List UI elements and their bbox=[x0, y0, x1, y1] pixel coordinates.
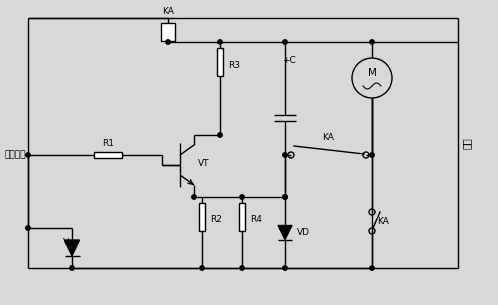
Circle shape bbox=[70, 266, 74, 270]
Polygon shape bbox=[278, 225, 292, 239]
Circle shape bbox=[200, 266, 204, 270]
Circle shape bbox=[26, 153, 30, 157]
Bar bbox=[199, 203, 205, 231]
Text: VT: VT bbox=[198, 159, 210, 167]
Text: KA: KA bbox=[323, 133, 335, 142]
Bar bbox=[239, 203, 245, 231]
Circle shape bbox=[283, 266, 287, 270]
Circle shape bbox=[240, 195, 244, 199]
Text: R3: R3 bbox=[228, 62, 240, 70]
Text: R1: R1 bbox=[102, 139, 114, 148]
Text: 电源: 电源 bbox=[462, 137, 472, 149]
Text: 控制信号: 控制信号 bbox=[4, 150, 26, 160]
Circle shape bbox=[370, 153, 374, 157]
Circle shape bbox=[192, 195, 196, 199]
Bar bbox=[94, 152, 122, 158]
Text: KA: KA bbox=[377, 217, 389, 226]
Circle shape bbox=[218, 40, 222, 44]
Circle shape bbox=[370, 266, 374, 270]
Circle shape bbox=[370, 40, 374, 44]
Text: V: V bbox=[63, 238, 69, 247]
Text: +C: +C bbox=[282, 56, 296, 65]
Bar bbox=[217, 48, 223, 76]
Text: KA: KA bbox=[162, 7, 174, 16]
Circle shape bbox=[218, 133, 222, 137]
Text: M: M bbox=[368, 68, 376, 78]
Circle shape bbox=[283, 153, 287, 157]
Circle shape bbox=[166, 40, 170, 44]
Circle shape bbox=[283, 195, 287, 199]
Circle shape bbox=[240, 266, 244, 270]
Text: R4: R4 bbox=[250, 214, 262, 224]
Circle shape bbox=[283, 40, 287, 44]
Text: R2: R2 bbox=[210, 214, 222, 224]
Circle shape bbox=[283, 195, 287, 199]
Bar bbox=[161, 23, 175, 41]
Circle shape bbox=[26, 226, 30, 230]
Text: VD: VD bbox=[297, 228, 310, 237]
Polygon shape bbox=[65, 240, 80, 256]
